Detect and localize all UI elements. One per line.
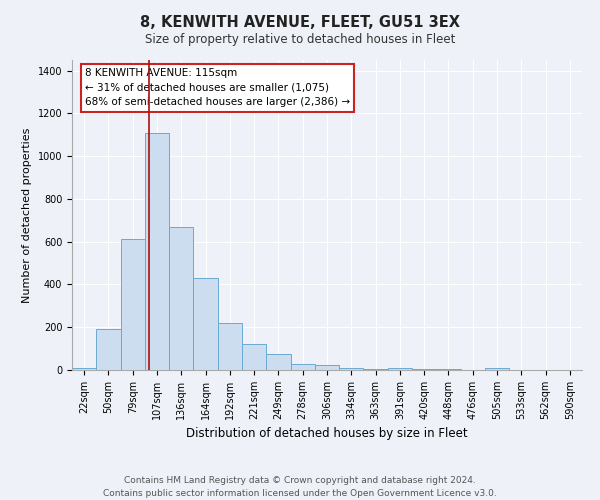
Bar	[388, 368, 412, 370]
Bar	[339, 368, 364, 370]
Bar	[364, 369, 388, 370]
X-axis label: Distribution of detached houses by size in Fleet: Distribution of detached houses by size …	[186, 428, 468, 440]
Bar	[72, 368, 96, 370]
Bar	[169, 227, 193, 370]
Bar	[218, 323, 242, 370]
Bar	[290, 364, 315, 370]
Bar	[485, 368, 509, 370]
Bar	[121, 238, 145, 370]
Bar	[242, 344, 266, 370]
Text: 8 KENWITH AVENUE: 115sqm
← 31% of detached houses are smaller (1,075)
68% of sem: 8 KENWITH AVENUE: 115sqm ← 31% of detach…	[85, 68, 350, 108]
Bar	[266, 354, 290, 370]
Text: Contains HM Land Registry data © Crown copyright and database right 2024.
Contai: Contains HM Land Registry data © Crown c…	[103, 476, 497, 498]
Bar	[315, 364, 339, 370]
Bar	[193, 278, 218, 370]
Y-axis label: Number of detached properties: Number of detached properties	[22, 128, 32, 302]
Bar	[96, 330, 121, 370]
Text: 8, KENWITH AVENUE, FLEET, GU51 3EX: 8, KENWITH AVENUE, FLEET, GU51 3EX	[140, 15, 460, 30]
Text: Size of property relative to detached houses in Fleet: Size of property relative to detached ho…	[145, 32, 455, 46]
Bar	[145, 132, 169, 370]
